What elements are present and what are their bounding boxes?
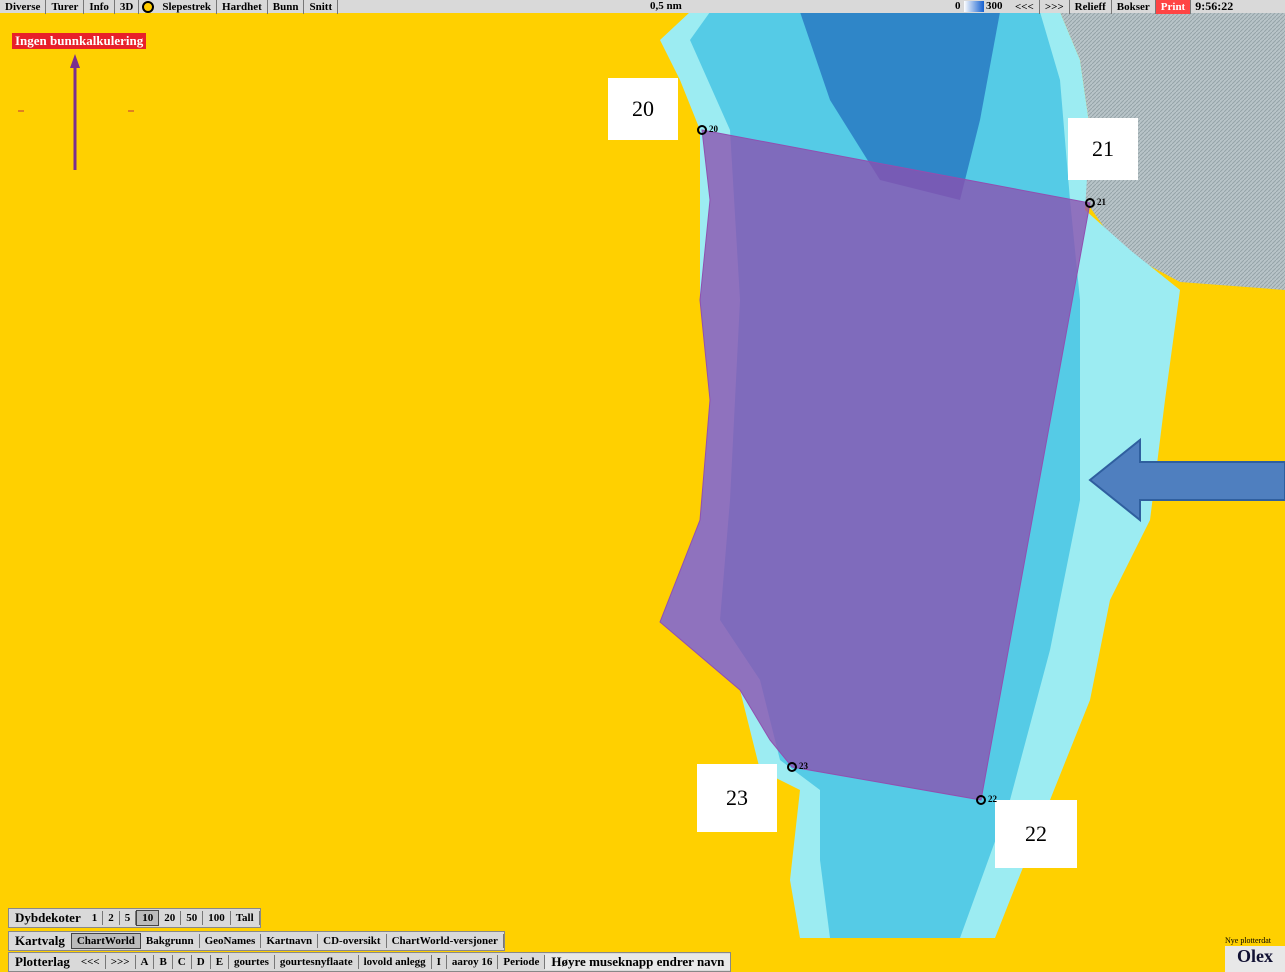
row-button[interactable]: Kartnavn <box>261 934 319 948</box>
toolbar-button[interactable]: <<< <box>1010 0 1040 14</box>
waypoint-label: 21 <box>1068 118 1138 180</box>
icon <box>142 0 155 13</box>
water-deep <box>800 12 1000 200</box>
scale-label: 0,5 nm <box>650 0 682 12</box>
area-polygon[interactable] <box>659 129 1091 801</box>
row-button[interactable]: I <box>432 955 447 969</box>
waypoint-label: 23 <box>697 764 777 832</box>
row-button[interactable]: 2 <box>103 911 120 925</box>
row-button[interactable]: GeoNames <box>200 934 262 948</box>
toolbar-button[interactable]: Hardhet <box>217 0 268 14</box>
toolbar-button[interactable]: Print <box>1155 0 1192 14</box>
depth-gradient <box>964 1 984 12</box>
waypoint-label: 20 <box>608 78 678 140</box>
waypoint-number: 21 <box>1097 197 1106 207</box>
land-hatched <box>1060 12 1285 290</box>
north-arrow-head <box>70 54 80 68</box>
row-button[interactable]: 100 <box>203 911 231 925</box>
waypoint-number: 20 <box>709 124 718 134</box>
row-button[interactable]: 20 <box>159 911 182 925</box>
row-button[interactable]: Bakgrunn <box>141 934 200 948</box>
row-button[interactable]: gourtesnyflaate <box>275 955 359 969</box>
row-button[interactable]: A <box>136 955 155 969</box>
arrow <box>1088 437 1285 523</box>
waypoint-marker[interactable] <box>1085 198 1095 208</box>
toolbar-button[interactable]: Bokser <box>1112 0 1156 14</box>
dybdekoter-row: Dybdekoter 1 2 5 10 20 50 100 Tall <box>8 908 261 928</box>
row-label: Plotterlag <box>15 954 70 969</box>
waypoint-marker[interactable] <box>787 762 797 772</box>
hint: Høyre museknapp endrer navn <box>545 954 731 970</box>
footer-note: Nye plotterdat <box>1225 936 1271 945</box>
row-button[interactable]: Periode <box>498 955 546 969</box>
depth-max: 300 <box>986 0 1003 12</box>
row-button[interactable]: 50 <box>181 911 204 925</box>
row-button[interactable]: lovold anlegg <box>359 955 432 969</box>
toolbar-button[interactable]: Info <box>84 0 115 14</box>
row-button[interactable]: aaroy 16 <box>447 955 499 969</box>
row-button[interactable]: ChartWorld <box>70 933 141 949</box>
brand: Olex <box>1225 946 1285 972</box>
row-button[interactable]: <<< <box>76 955 106 969</box>
toolbar-button[interactable]: Snitt <box>304 0 339 14</box>
row-button[interactable]: 1 <box>87 911 104 925</box>
alert: Ingen bunnkalkulering <box>12 33 147 49</box>
toolbar-button[interactable]: 3D <box>115 0 140 14</box>
row-button[interactable]: E <box>211 955 230 969</box>
row-label: Kartvalg <box>15 933 65 948</box>
toolbar-right: <<< >>> Relieff Bokser Print 9:56:22 <box>1010 0 1238 14</box>
toolbar-button[interactable]: Turer <box>46 0 85 14</box>
row-button[interactable]: CD-oversikt <box>318 934 387 948</box>
waypoint-number: 23 <box>799 761 808 771</box>
toolbar-button[interactable]: Relieff <box>1070 0 1112 14</box>
kartvalg-row: Kartvalg ChartWorld Bakgrunn GeoNames Kartna… <box>8 931 505 951</box>
toolbar-button[interactable]: Bunn <box>268 0 305 14</box>
row-button[interactable]: Tall <box>231 911 260 925</box>
waypoint-label: 22 <box>995 800 1077 868</box>
row-button[interactable]: >>> <box>106 955 136 969</box>
row-button[interactable]: gourtes <box>229 955 275 969</box>
row-button[interactable]: ChartWorld-versjoner <box>387 934 504 948</box>
row-button[interactable]: 10 <box>136 910 160 926</box>
row-button[interactable]: 5 <box>120 911 137 925</box>
toolbar: Diverse Turer Info 3D Slepestrek Hardhet Bunn S… <box>0 0 1285 14</box>
depth-min: 0 <box>955 0 961 12</box>
waypoint-marker[interactable] <box>697 125 707 135</box>
row-button[interactable]: D <box>192 955 211 969</box>
waypoint-number: 22 <box>988 794 997 804</box>
toolbar-button[interactable]: >>> <box>1040 0 1070 14</box>
row-button[interactable]: C <box>173 955 192 969</box>
toolbar-button[interactable]: Diverse <box>0 0 47 14</box>
row-label: Dybdekoter <box>15 910 81 925</box>
clock: 9:56:22 <box>1195 0 1234 13</box>
row-button[interactable]: B <box>154 955 173 969</box>
toolbar-button[interactable]: Slepestrek <box>157 0 218 14</box>
waypoint-marker[interactable] <box>976 795 986 805</box>
